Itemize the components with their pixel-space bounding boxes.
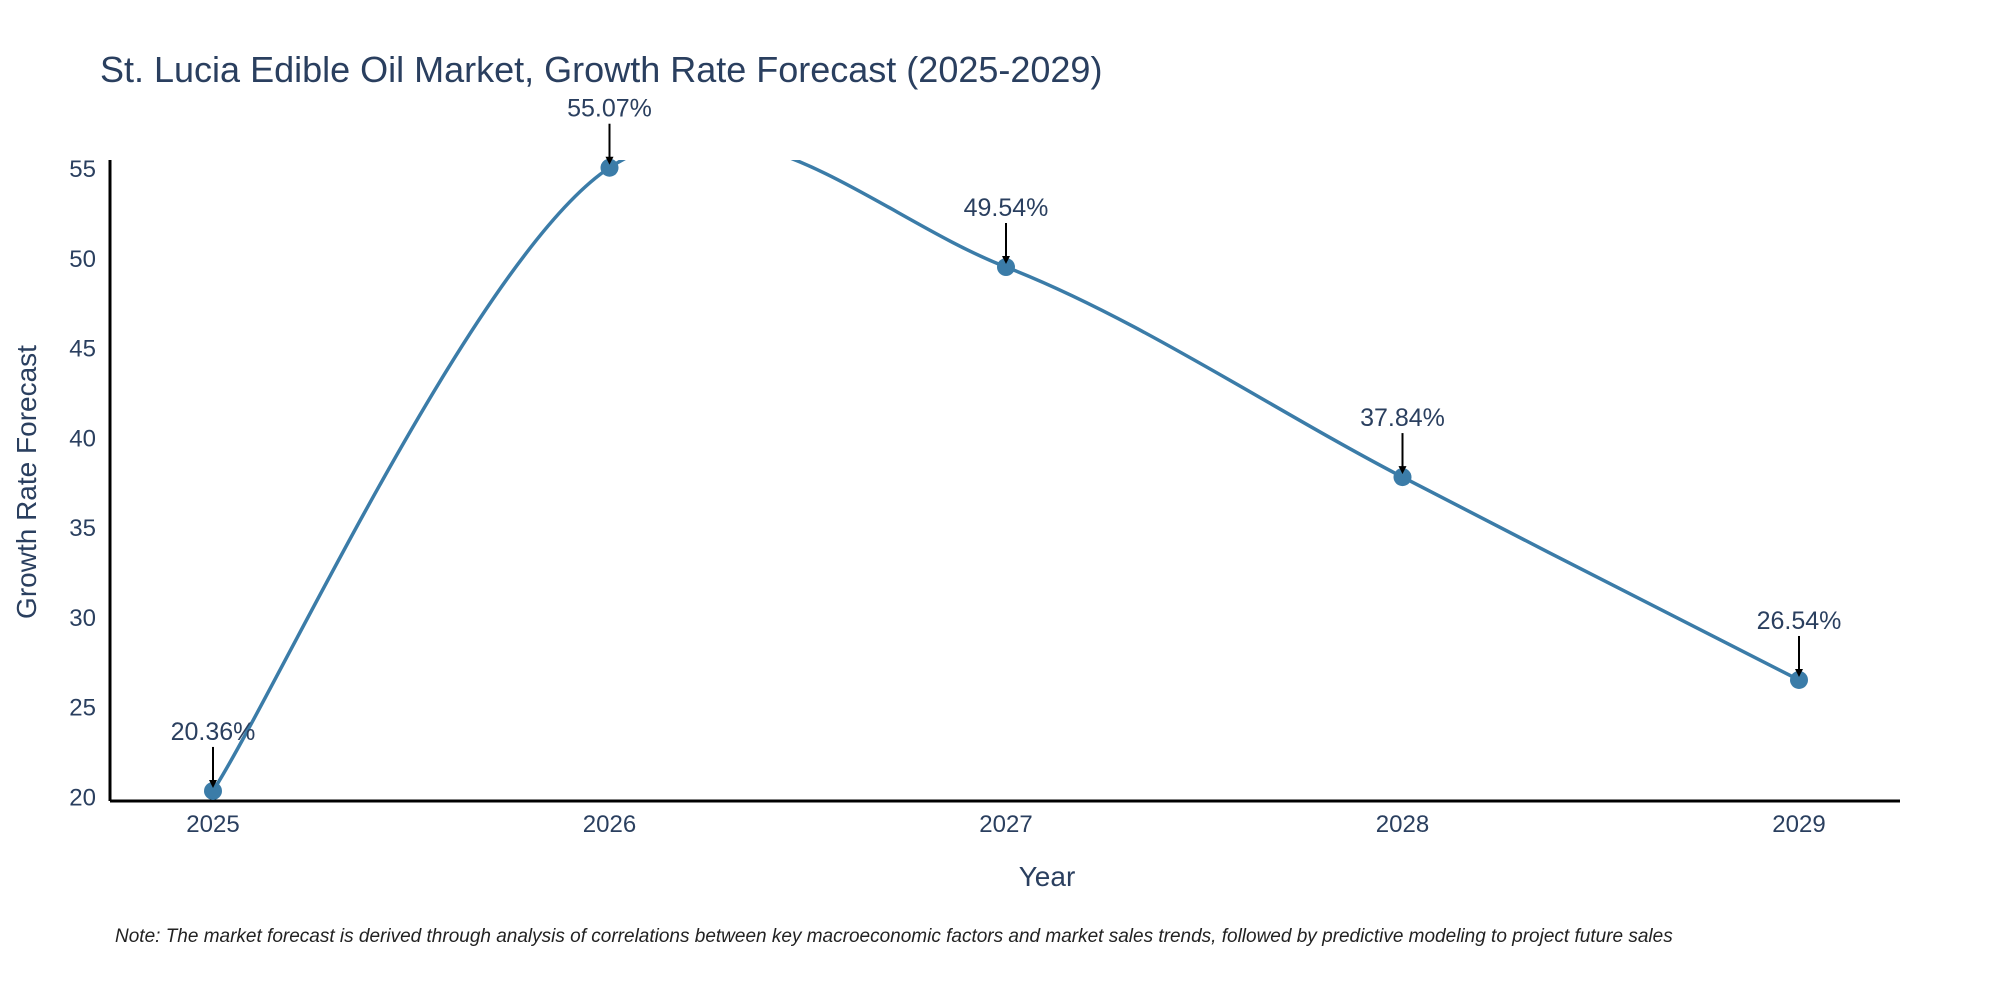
y-tick-label: 35 [69,515,96,542]
data-point [204,781,222,800]
y-tick-label: 55 [69,156,96,183]
y-axis-label: Growth Rate Forecast [11,345,42,619]
y-tick-label: 40 [69,425,96,452]
x-tick-label: 2029 [1772,811,1825,838]
y-tick-label: 50 [69,246,96,273]
data-point [997,258,1015,277]
data-label: 20.36% [171,718,256,746]
data-label: 49.54% [964,194,1049,222]
y-tick-label: 30 [69,605,96,632]
x-axis-label: Year [1019,861,1076,892]
y-tick-label: 25 [69,695,96,722]
series-line [211,160,1800,792]
y-tick-label: 20 [69,784,96,811]
x-tick-label: 2028 [1376,811,1429,838]
x-tick-label: 2027 [979,811,1032,838]
data-label: 55.07% [567,95,652,123]
data-point [1790,670,1808,689]
x-tick-label: 2025 [186,811,239,838]
data-label: 26.54% [1757,607,1842,635]
chart-title: St. Lucia Edible Oil Market, Growth Rate… [100,49,1102,90]
footnote: Note: The market forecast is derived thr… [115,926,1673,947]
x-tick-label: 2026 [583,811,636,838]
y-tick-label: 45 [69,336,96,363]
data-label: 37.84% [1360,404,1445,432]
data-point [1393,468,1412,487]
data-point [600,158,619,177]
